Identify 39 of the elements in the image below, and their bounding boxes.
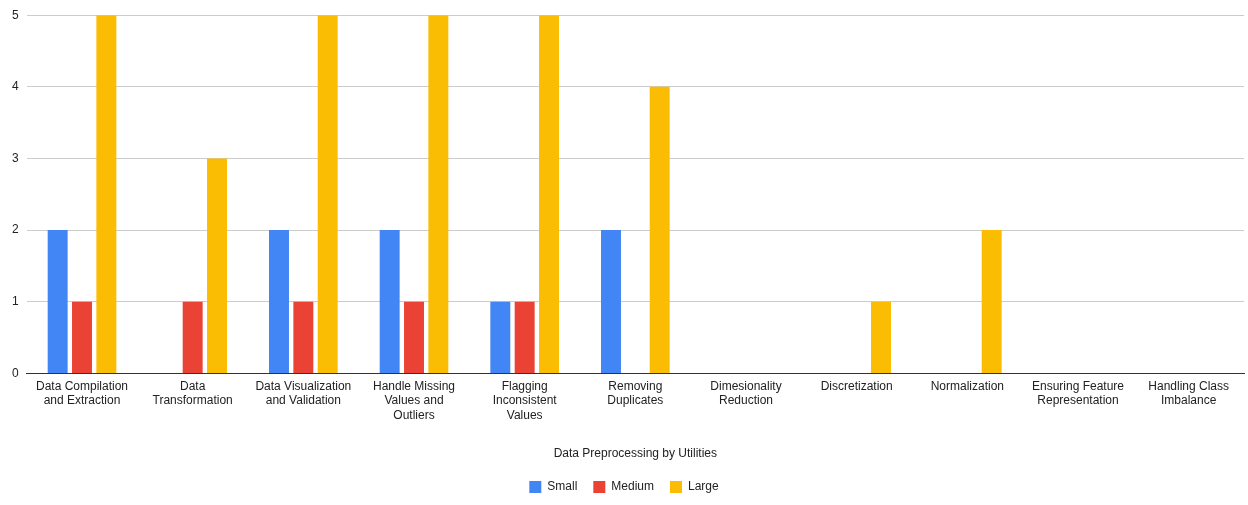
bar	[379, 230, 400, 373]
bar	[47, 230, 68, 373]
bar	[317, 15, 338, 373]
y-tick-label: 3	[11, 150, 19, 165]
x-tick-label: Data Compilation and Extraction	[35, 378, 129, 408]
bar	[490, 301, 511, 373]
y-tick-label: 5	[11, 7, 19, 22]
y-tick-label: 0	[11, 365, 19, 380]
bar	[72, 301, 92, 373]
bar	[96, 15, 117, 373]
x-tick-label: Data Transformation	[152, 378, 233, 408]
bar	[514, 301, 535, 373]
bar	[207, 158, 227, 373]
x-tick-label: Flagging Inconsistent Values	[492, 378, 558, 422]
bar	[182, 301, 203, 373]
bar	[871, 301, 891, 373]
bar	[404, 301, 424, 373]
x-tick-label: Normalization	[930, 378, 1005, 393]
y-tick-label: 4	[11, 79, 19, 94]
x-tick-label: Handling Class Imbalance	[1148, 378, 1230, 408]
y-tick-label: 2	[11, 222, 19, 237]
y-tick-label: 1	[11, 294, 19, 309]
x-axis-title: Data Preprocessing by Utilities	[553, 446, 718, 461]
x-tick-label: Handle Missing Values and Outliers	[372, 378, 456, 422]
bar	[428, 15, 449, 373]
x-tick-label: Discretization	[820, 378, 893, 393]
legend-label: Small	[547, 479, 578, 494]
legend-label: Medium	[611, 479, 654, 494]
bar	[293, 301, 314, 373]
bar	[981, 230, 1002, 373]
x-tick-label: Dimesionality Reduction	[710, 378, 782, 408]
bar	[601, 230, 621, 373]
legend-label: Large	[688, 479, 720, 494]
bar	[269, 230, 289, 373]
x-tick-label: Data Visualization and Validation	[255, 378, 352, 408]
x-tick-label: Ensuring Feature Representation	[1031, 378, 1125, 408]
bar	[649, 86, 670, 373]
bar	[539, 15, 559, 373]
x-tick-label: Removing Duplicates	[607, 378, 664, 408]
